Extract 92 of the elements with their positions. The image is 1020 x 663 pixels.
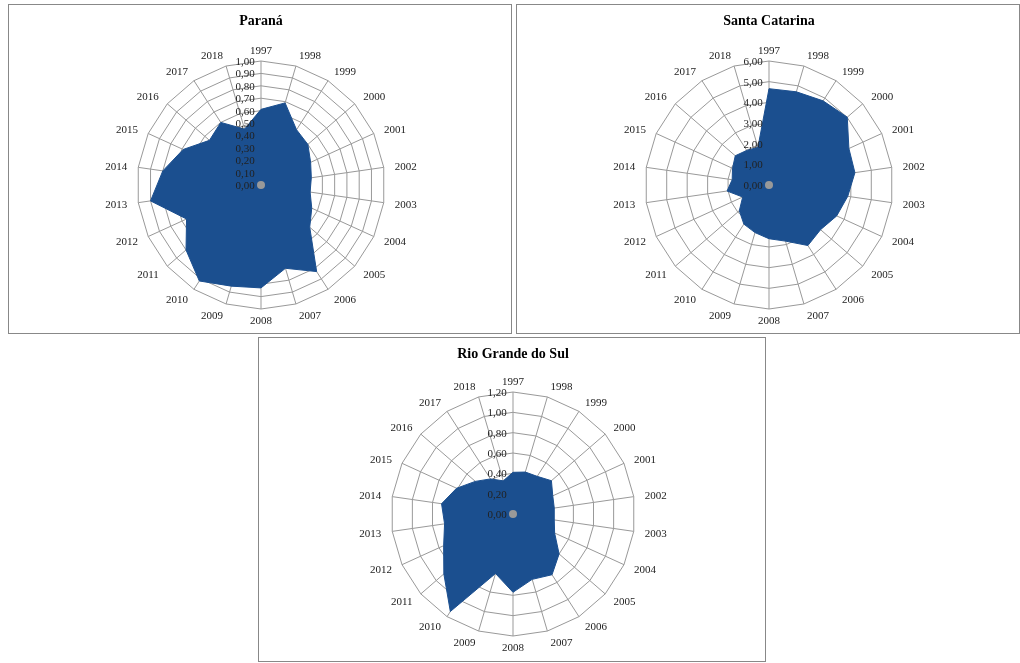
spoke-label: 2000 <box>363 90 386 103</box>
spoke-label: 2012 <box>370 563 393 576</box>
spoke-label: 1997 <box>502 375 525 388</box>
spoke-label: 2001 <box>633 452 656 465</box>
spoke-label: 2005 <box>871 267 894 280</box>
spoke-label: 2004 <box>891 235 915 248</box>
spoke-label: 2003 <box>902 198 926 211</box>
spoke-label: 2007 <box>807 308 830 321</box>
spoke-label: 2015 <box>624 122 647 135</box>
spoke-label: 2008 <box>250 314 273 327</box>
spoke-label: 2006 <box>842 292 865 305</box>
spoke-label: 2017 <box>165 65 189 78</box>
spoke-label: 2005 <box>613 595 636 608</box>
spoke-label: 1999 <box>842 65 865 78</box>
spoke-label: 1997 <box>758 43 781 56</box>
spoke-label: 2013 <box>105 198 128 211</box>
y-tick-label: 0,70 <box>235 92 256 105</box>
y-tick-label: 0,10 <box>235 166 256 179</box>
y-tick-label: 0,80 <box>235 79 256 92</box>
spoke-label: 2018 <box>200 49 224 62</box>
y-tick-label: 0,00 <box>235 179 256 191</box>
spoke-label: 2012 <box>624 235 647 248</box>
y-tick-label: 6,00 <box>743 55 764 67</box>
spoke-label: 2010 <box>165 292 189 305</box>
spoke-label: 2007 <box>550 635 573 648</box>
spoke-label: 2002 <box>644 489 667 502</box>
spoke-label: 2015 <box>370 452 393 465</box>
spoke-label: 2005 <box>363 267 386 280</box>
spoke-label: 2000 <box>613 420 636 433</box>
spoke-label: 2014 <box>105 159 128 172</box>
spoke-label: 2017 <box>419 396 442 409</box>
spoke-label: 2009 <box>453 635 477 648</box>
y-tick-label: 0,60 <box>235 104 256 117</box>
spoke-label: 2016 <box>644 90 668 103</box>
spoke-label: 2008 <box>758 314 781 327</box>
chart-title: Rio Grande do Sul <box>457 346 569 361</box>
y-tick-label: 3,00 <box>743 117 764 129</box>
spoke-label: 2018 <box>453 380 477 393</box>
spoke-label: 2010 <box>673 292 697 305</box>
spoke-label: 2006 <box>584 619 608 632</box>
spoke-label: 2001 <box>383 122 406 135</box>
y-tick-label: 1,20 <box>487 386 508 398</box>
spoke-label: 2013 <box>613 198 636 211</box>
spoke-label: 2011 <box>645 267 667 280</box>
spoke-label: 2011 <box>390 595 413 608</box>
y-tick-label: 0,60 <box>487 447 508 459</box>
spoke-label: 2009 <box>200 308 224 321</box>
y-tick-label: 1,00 <box>235 55 256 67</box>
spoke-label: 2004 <box>633 563 657 576</box>
spoke-label: 2017 <box>673 65 697 78</box>
spoke-label: 2008 <box>502 640 525 653</box>
y-tick-label: 4,00 <box>743 96 764 109</box>
spoke-label: 2009 <box>708 308 732 321</box>
y-tick-label: 0,20 <box>487 487 508 500</box>
y-tick-label: 0,40 <box>487 467 508 480</box>
spoke-label: 2015 <box>116 122 139 135</box>
spoke-label: 2002 <box>902 159 925 172</box>
y-tick-label: 5,00 <box>743 75 764 88</box>
spoke-label: 2000 <box>871 90 894 103</box>
spoke-label: 2010 <box>419 619 442 632</box>
spoke-label: 2007 <box>299 308 322 321</box>
spoke-label: 1998 <box>807 49 830 62</box>
y-tick-label: 0,40 <box>235 129 256 142</box>
spoke-label: 2018 <box>708 49 732 62</box>
spoke-label: 1997 <box>250 43 273 56</box>
y-tick-label: 0,20 <box>235 154 256 167</box>
chart-title: Santa Catarina <box>723 13 815 28</box>
spoke-label: 2014 <box>613 159 636 172</box>
spoke-label: 2014 <box>359 489 382 502</box>
y-tick-label: 0,90 <box>235 67 256 80</box>
spoke-label: 2016 <box>390 420 413 433</box>
spoke-label: 2003 <box>644 526 668 539</box>
y-tick-label: 0,80 <box>487 426 508 439</box>
spoke-label: 2004 <box>383 235 407 248</box>
spoke-label: 1998 <box>299 49 322 62</box>
spoke-label: 2001 <box>891 122 914 135</box>
spoke-label: 2011 <box>137 267 159 280</box>
chart-title: Paraná <box>239 13 283 28</box>
spoke-label: 2006 <box>334 292 357 305</box>
spoke-label: 1999 <box>334 65 357 78</box>
y-tick-label: 1,00 <box>487 406 508 419</box>
spoke-label: 2002 <box>394 159 417 172</box>
spoke-label: 1999 <box>584 396 608 409</box>
y-tick-label: 0,30 <box>235 141 256 154</box>
y-tick-label: 0,00 <box>487 508 508 520</box>
spoke-label: 2003 <box>394 198 418 211</box>
spoke-label: 1998 <box>550 380 573 393</box>
y-tick-label: 0,00 <box>743 179 764 191</box>
spoke-label: 2012 <box>116 235 139 248</box>
spoke-label: 2016 <box>136 90 160 103</box>
y-tick-label: 1,00 <box>743 158 764 171</box>
spoke-label: 2013 <box>359 526 382 539</box>
